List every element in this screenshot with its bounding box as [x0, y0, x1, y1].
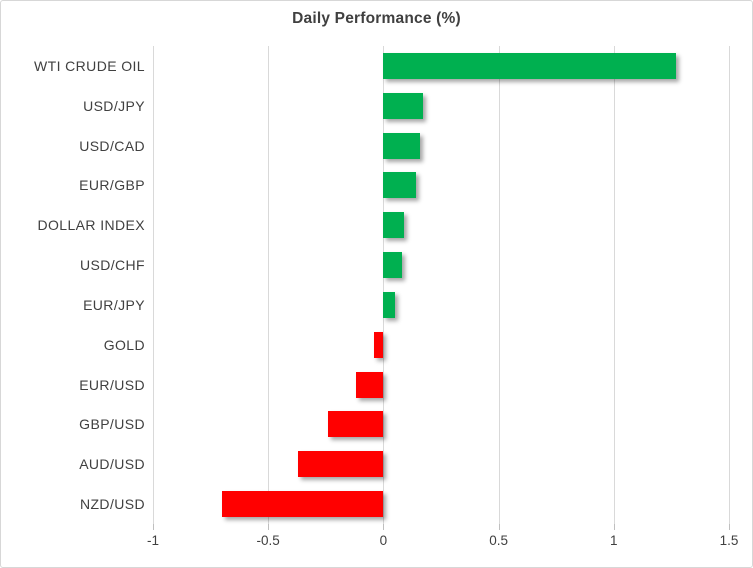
category-label: WTI CRUDE OIL [34, 57, 145, 74]
category-label: GOLD [103, 336, 145, 353]
gridline [383, 46, 385, 524]
bar-usd-jpy [383, 92, 423, 119]
bar-usd-chf [383, 252, 402, 279]
category-label: EUR/GBP [79, 177, 145, 194]
gridline [153, 46, 154, 524]
category-label: EUR/JPY [83, 296, 145, 313]
bar-wti-crude-oil [383, 52, 676, 79]
gridline [729, 46, 730, 524]
category-label: EUR/USD [79, 376, 145, 393]
x-axis-tick-label: 0 [379, 533, 388, 548]
bar-gbp-usd [328, 411, 384, 438]
category-label: AUD/USD [79, 456, 145, 473]
plot-area: -1 -0.5 0 0.5 1 1.5 [147, 46, 738, 548]
gridline [613, 46, 615, 524]
category-label: USD/JPY [83, 97, 145, 114]
category-label: NZD/USD [79, 496, 145, 513]
axis-tick [613, 524, 615, 530]
axis-tick [268, 524, 270, 530]
bar-dollar-index [383, 212, 405, 239]
category-label: GBP/USD [79, 416, 145, 433]
bar-nzd-usd [222, 491, 384, 518]
category-label: USD/CAD [79, 137, 145, 154]
x-axis-tick-label: -0.5 [256, 533, 280, 548]
axis-tick [729, 524, 730, 530]
x-axis-tick-label: 1.5 [719, 533, 739, 548]
bar-usd-cad [383, 132, 421, 159]
bar-eur-jpy [383, 291, 395, 318]
category-axis: WTI CRUDE OIL USD/JPY USD/CAD EUR/GBP DOLLAR… [1, 46, 145, 524]
category-label: USD/CHF [79, 257, 145, 274]
axis-tick [153, 524, 154, 530]
x-axis-tick-label: 1 [610, 533, 618, 548]
axis-tick [383, 524, 385, 530]
bar-gold [374, 331, 384, 358]
bar-aud-usd [298, 451, 384, 478]
gridline [268, 46, 270, 524]
category-label: DOLLAR INDEX [37, 217, 145, 234]
bar-eur-usd [355, 371, 384, 398]
x-axis-tick-label: 0.5 [489, 533, 508, 548]
x-axis-tick-label: -1 [146, 533, 160, 548]
axis-tick [498, 524, 500, 530]
chart-title: Daily Performance (%) [292, 10, 461, 27]
gridline [498, 46, 500, 524]
bar-eur-gbp [383, 172, 416, 199]
